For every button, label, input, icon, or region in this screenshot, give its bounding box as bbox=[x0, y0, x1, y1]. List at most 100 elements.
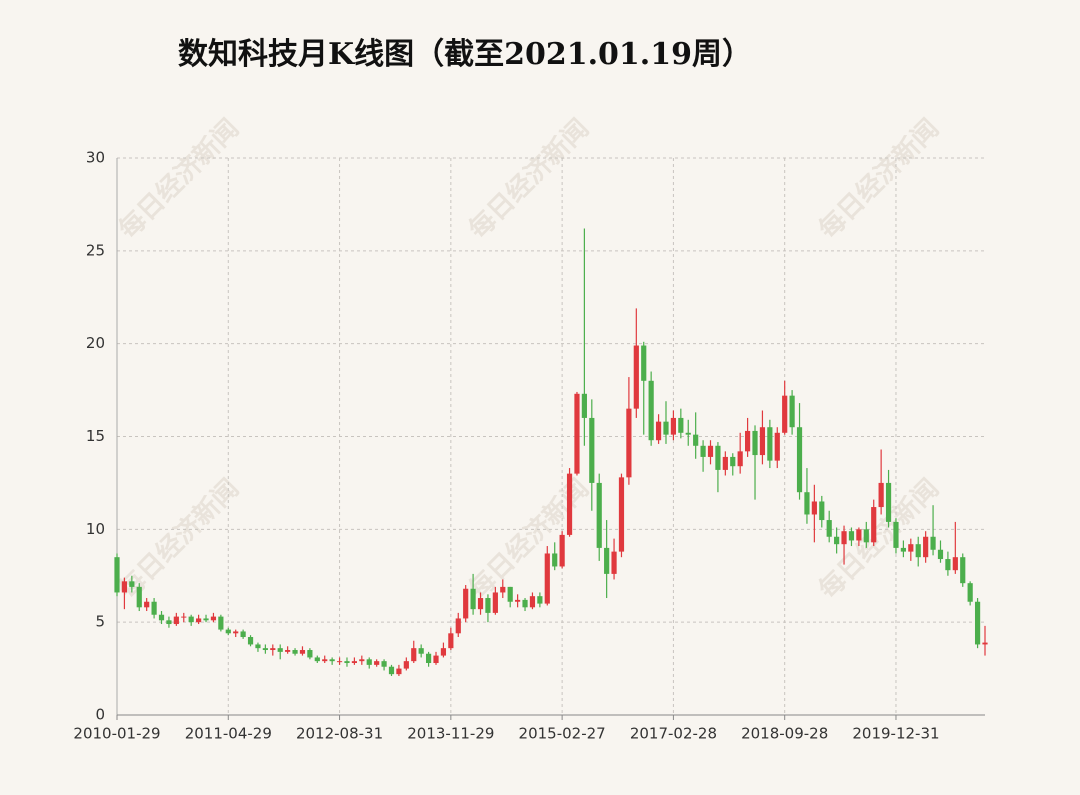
candle-body bbox=[885, 482, 892, 522]
candle-body bbox=[403, 661, 409, 669]
candle-body bbox=[759, 427, 766, 456]
candle-body bbox=[730, 456, 736, 467]
candle-body bbox=[418, 648, 424, 654]
candle-body bbox=[856, 529, 862, 541]
y-tick-label: 25 bbox=[86, 241, 105, 259]
y-tick-label: 20 bbox=[86, 334, 105, 352]
candle-body bbox=[455, 618, 461, 634]
candle-body bbox=[485, 598, 491, 613]
candle-body bbox=[678, 417, 684, 433]
candle-body bbox=[789, 395, 795, 428]
candle-body bbox=[166, 620, 172, 625]
candle-body bbox=[136, 586, 142, 608]
candle-body bbox=[604, 547, 610, 574]
candle-body bbox=[114, 557, 120, 593]
candle-body bbox=[522, 599, 528, 608]
candle-body bbox=[470, 588, 476, 610]
candle-body bbox=[173, 616, 179, 625]
candle-body bbox=[663, 421, 669, 435]
candle-body bbox=[448, 633, 454, 649]
candle-body bbox=[693, 434, 699, 446]
x-tick-label: 2012-08-31 bbox=[296, 725, 383, 743]
candle-body bbox=[344, 661, 350, 664]
candle-body bbox=[181, 616, 187, 618]
candle-body bbox=[255, 644, 261, 649]
candle-body bbox=[589, 417, 595, 483]
candle-body bbox=[425, 653, 432, 664]
candle-body bbox=[745, 430, 751, 452]
x-tick-label: 2011-04-29 bbox=[185, 725, 272, 743]
y-tick-label: 15 bbox=[86, 427, 105, 445]
candle-body bbox=[893, 521, 899, 548]
candle-body bbox=[782, 395, 788, 433]
candle-body bbox=[633, 345, 639, 409]
x-tick-label: 2019-12-31 bbox=[852, 725, 939, 743]
candle-body bbox=[270, 648, 276, 651]
candle-body bbox=[374, 661, 380, 665]
y-tick-label: 5 bbox=[95, 613, 105, 631]
candle-body bbox=[937, 549, 944, 560]
candle-body bbox=[700, 445, 706, 457]
candle-body bbox=[552, 553, 558, 567]
candle-body bbox=[611, 551, 617, 574]
candle-body bbox=[923, 536, 929, 558]
candle-body bbox=[218, 616, 224, 630]
candle-body bbox=[210, 616, 217, 621]
candle-body bbox=[225, 629, 231, 634]
candle-body bbox=[292, 650, 298, 654]
candle-body bbox=[314, 657, 320, 662]
x-tick-label: 2010-01-29 bbox=[73, 725, 160, 743]
y-tick-label: 10 bbox=[86, 520, 105, 538]
candle-body bbox=[796, 427, 803, 493]
chart-title: 数知科技月K线图（截至2021.01.19周） bbox=[178, 37, 752, 72]
candle-body bbox=[277, 648, 283, 652]
candle-body bbox=[322, 659, 328, 662]
candle-body bbox=[151, 601, 157, 615]
candle-body bbox=[581, 393, 587, 418]
candle-body bbox=[285, 650, 291, 652]
candle-body bbox=[945, 559, 951, 571]
candle-body bbox=[715, 445, 721, 470]
candle-body bbox=[559, 534, 565, 567]
candle-body bbox=[908, 544, 914, 552]
x-tick-label: 2018-09-28 bbox=[741, 725, 828, 743]
candle-body bbox=[930, 536, 936, 550]
candle-body bbox=[819, 501, 825, 521]
candle-body bbox=[388, 666, 395, 675]
candle-body bbox=[129, 581, 135, 587]
candle-body bbox=[566, 473, 573, 535]
candle-body bbox=[841, 531, 847, 545]
candle-body bbox=[188, 616, 194, 623]
candle-body bbox=[952, 557, 958, 571]
candle-body bbox=[670, 417, 677, 435]
candle-body bbox=[774, 432, 780, 461]
candle-body bbox=[737, 451, 743, 467]
candle-body bbox=[515, 599, 521, 602]
candle-body bbox=[826, 520, 832, 537]
candle-body bbox=[648, 380, 654, 441]
candle-body bbox=[396, 668, 402, 675]
candle-body bbox=[655, 421, 662, 441]
y-tick-label: 30 bbox=[86, 149, 105, 167]
candle-body bbox=[247, 637, 254, 645]
candle-body bbox=[307, 650, 313, 658]
candle-body bbox=[618, 477, 625, 552]
candle-body bbox=[915, 544, 921, 558]
candle-body bbox=[537, 596, 543, 604]
candle-body bbox=[982, 642, 988, 645]
candle-body bbox=[529, 596, 536, 608]
candle-body bbox=[752, 430, 758, 456]
candle-body bbox=[900, 547, 906, 552]
candle-body bbox=[848, 531, 855, 541]
candle-body bbox=[641, 345, 647, 381]
candle-body bbox=[834, 536, 840, 545]
candle-body bbox=[804, 492, 810, 515]
candle-body bbox=[871, 507, 877, 543]
candle-body bbox=[336, 661, 343, 663]
candle-body bbox=[411, 648, 417, 662]
candle-body bbox=[262, 648, 268, 651]
y-tick-label: 0 bbox=[95, 706, 105, 724]
x-tick-label: 2015-02-27 bbox=[519, 725, 606, 743]
